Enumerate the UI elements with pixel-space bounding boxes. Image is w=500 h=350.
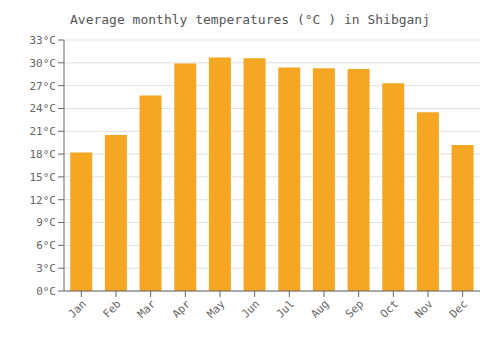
svg-text:18°C: 18°C [30, 148, 57, 161]
svg-text:Mar: Mar [135, 297, 159, 321]
svg-text:Sep: Sep [343, 297, 366, 320]
html-text:Average monthly temperatures (: Average monthly temperatures (°C ) in Sh… [70, 12, 430, 27]
svg-text:33°C: 33°C [30, 34, 57, 47]
svg-text:May: May [204, 297, 228, 321]
svg-text:24°C: 24°C [30, 102, 57, 115]
svg-text:21°C: 21°C [30, 125, 57, 138]
svg-text:6°C: 6°C [36, 239, 56, 252]
svg-text:9°C: 9°C [36, 216, 56, 229]
svg-text:Jul: Jul [274, 297, 297, 320]
svg-text:Nov: Nov [412, 297, 436, 321]
svg-text:12°C: 12°C [30, 194, 57, 207]
svg-text:Dec: Dec [447, 297, 470, 320]
svg-text:30°C: 30°C [30, 57, 57, 70]
svg-text:15°C: 15°C [30, 171, 57, 184]
svg-text:Jun: Jun [239, 297, 262, 320]
svg-text:Aug: Aug [308, 297, 331, 320]
svg-text:Oct: Oct [378, 297, 401, 320]
svg-text:Jan: Jan [66, 297, 89, 320]
svg-text:3°C: 3°C [36, 262, 56, 275]
svg-text:27°C: 27°C [30, 80, 57, 93]
svg-text:0°C: 0°C [36, 285, 56, 298]
svg-text:Apr: Apr [170, 297, 194, 321]
svg-text:Feb: Feb [100, 297, 123, 320]
